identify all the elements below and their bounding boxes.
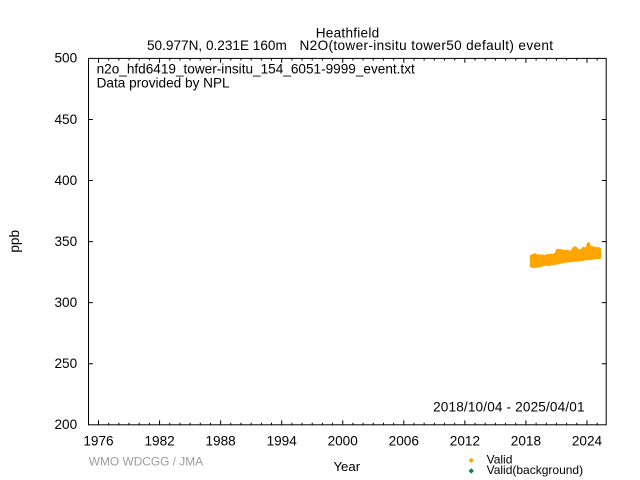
svg-text:n2o_hfd6419_tower-insitu_154_6: n2o_hfd6419_tower-insitu_154_6051-9999_e…	[97, 61, 415, 76]
svg-text:2012: 2012	[450, 433, 480, 448]
svg-text:Year: Year	[333, 459, 360, 474]
svg-text:WMO WDCGG / JMA: WMO WDCGG / JMA	[89, 455, 203, 469]
svg-text:Valid: Valid	[487, 453, 513, 467]
svg-text:450: 450	[55, 112, 78, 127]
svg-text:2000: 2000	[328, 433, 359, 448]
svg-text:1976: 1976	[83, 433, 113, 448]
svg-text:400: 400	[55, 173, 78, 188]
svg-text:300: 300	[55, 295, 78, 310]
svg-text:1994: 1994	[267, 433, 298, 448]
svg-text:500: 500	[55, 51, 78, 66]
svg-text:Heathfield: Heathfield	[316, 25, 380, 40]
svg-text:200: 200	[55, 417, 78, 432]
svg-text:2018: 2018	[511, 433, 541, 448]
svg-text:50.977N, 0.231E 160m: 50.977N, 0.231E 160m	[147, 38, 287, 53]
svg-text:N2O(tower-insitu tower50 defau: N2O(tower-insitu tower50 default) event	[300, 38, 554, 53]
svg-text:Data provided by NPL: Data provided by NPL	[97, 76, 230, 91]
svg-text:250: 250	[55, 356, 78, 371]
svg-text:2006: 2006	[389, 433, 419, 448]
svg-text:2018/10/04 - 2025/04/01: 2018/10/04 - 2025/04/01	[433, 399, 585, 414]
svg-text:1988: 1988	[205, 433, 235, 448]
svg-text:350: 350	[55, 234, 78, 249]
svg-text:1982: 1982	[144, 433, 174, 448]
svg-text:2024: 2024	[572, 433, 603, 448]
svg-text:ppb: ppb	[7, 230, 22, 253]
svg-text:Valid(background): Valid(background)	[487, 463, 584, 477]
